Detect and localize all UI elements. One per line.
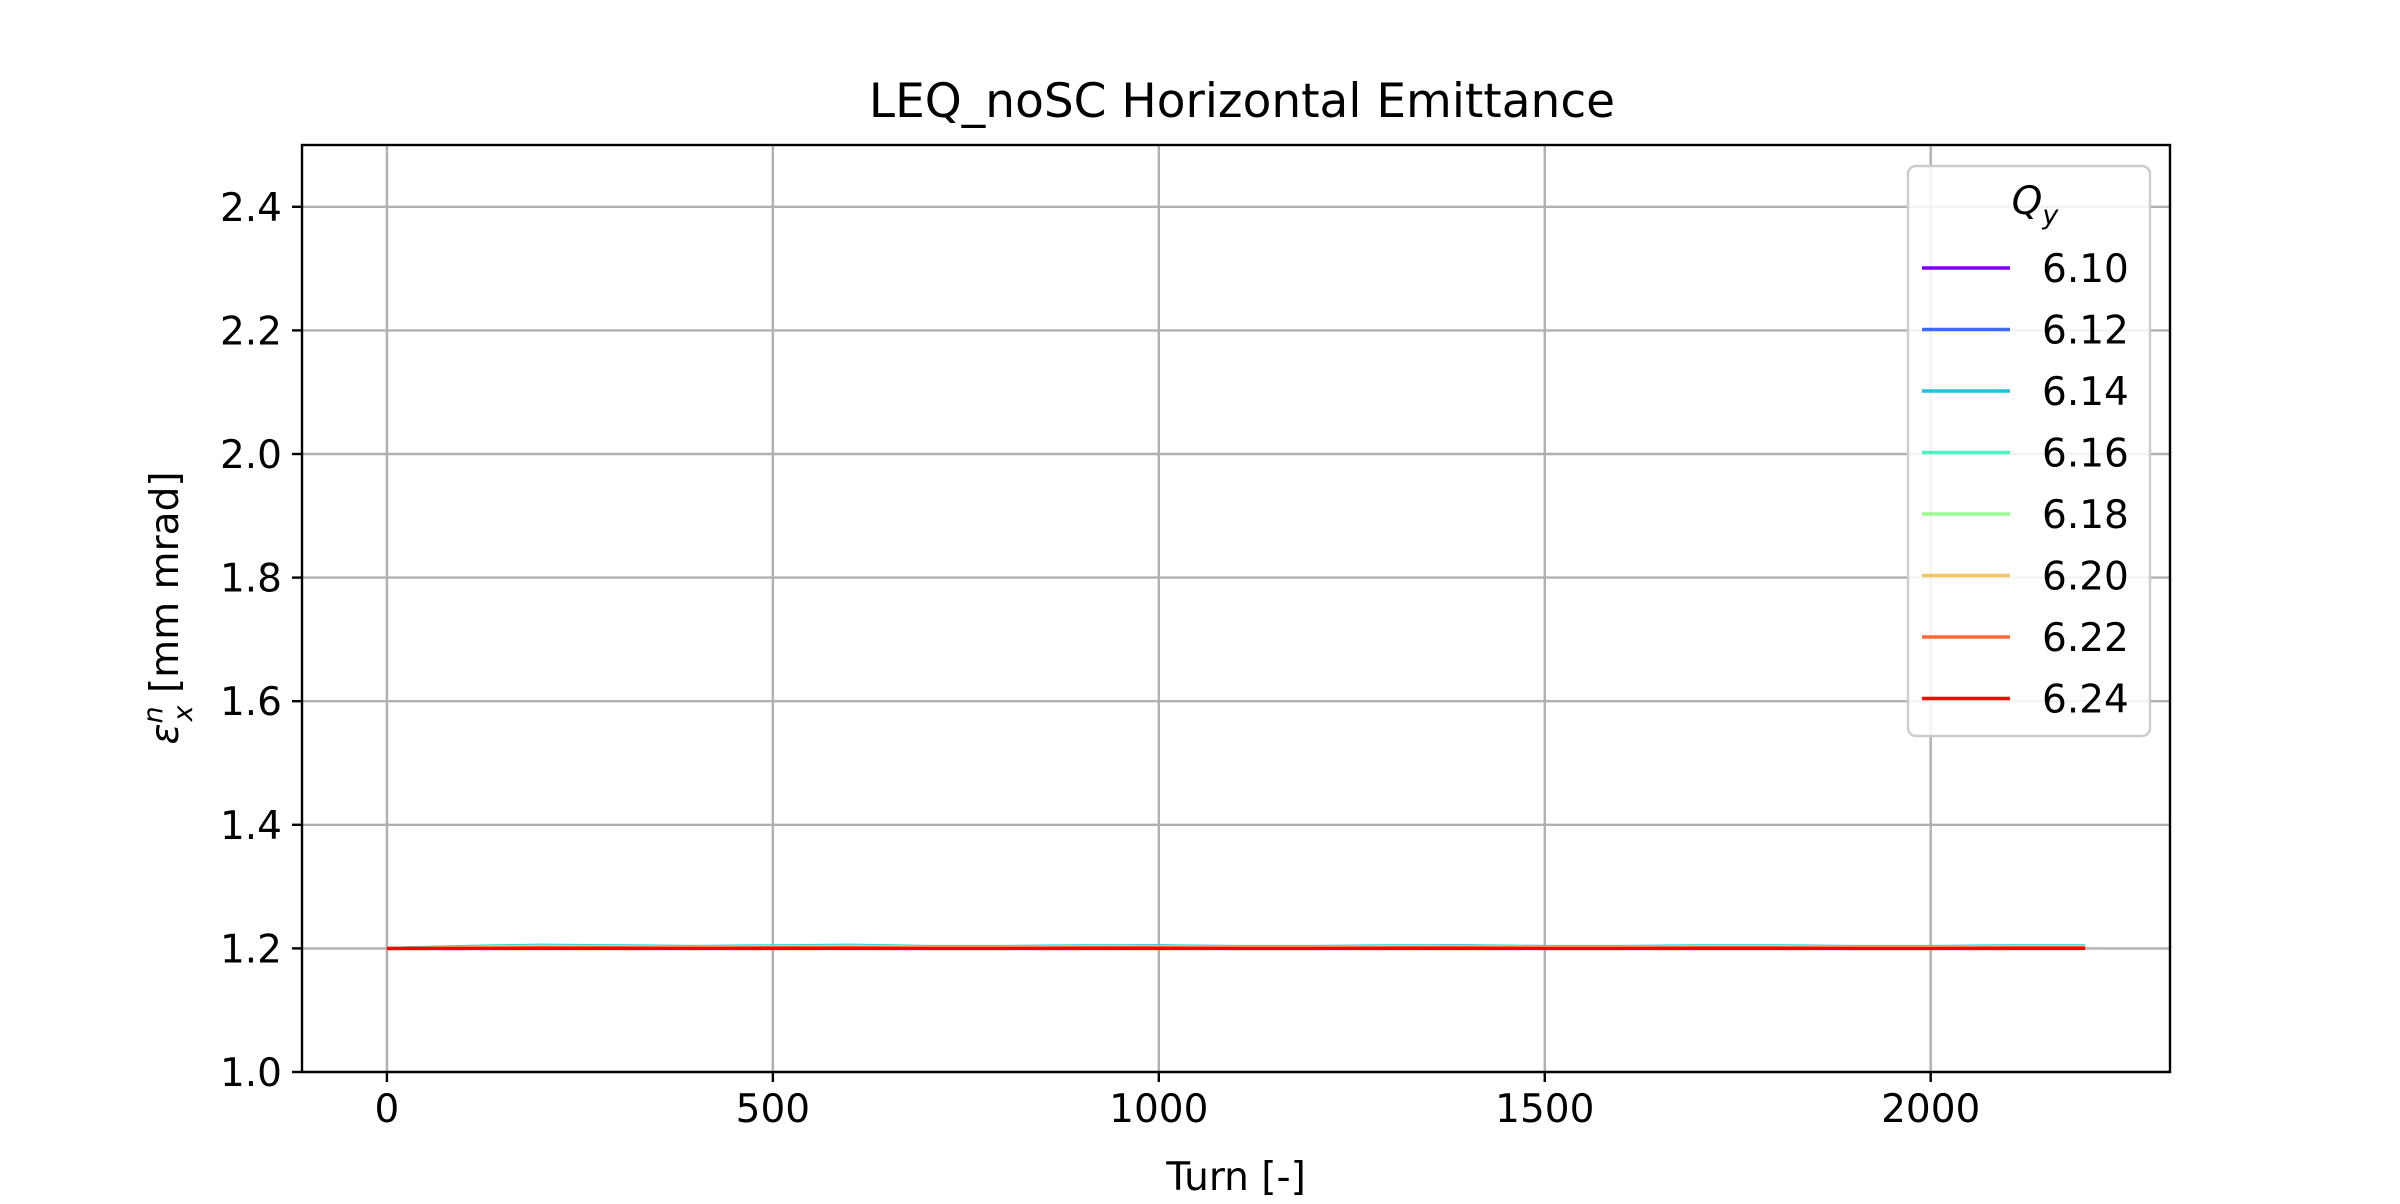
legend-label-6.12: 6.12 bbox=[2042, 309, 2129, 354]
legend-box bbox=[1906, 164, 2152, 738]
legend-title: Qy bbox=[2012, 179, 2060, 231]
x-tick-label: 2000 bbox=[1881, 1087, 1980, 1132]
x-tick-label: 1000 bbox=[1109, 1087, 1208, 1132]
legend-label-6.10: 6.10 bbox=[2042, 247, 2129, 292]
grid-lines bbox=[302, 145, 2170, 1074]
axes: 0 500 1000 1500 2000 1.0 1.2 1.4 1.6 1.8 2.0 2.2 2.4… bbox=[138, 143, 2172, 1200]
legend-label-6.18: 6.18 bbox=[2042, 493, 2129, 538]
legend-label-6.14: 6.14 bbox=[2042, 370, 2129, 415]
y-tick-label: 1.0 bbox=[220, 1051, 282, 1096]
chart-title: LEQ_noSC Horizontal Emittance bbox=[869, 74, 1615, 129]
y-tick-label: 2.2 bbox=[220, 309, 282, 354]
y-tick-label: 1.2 bbox=[220, 927, 282, 972]
x-axis-label: Turn [-] bbox=[1165, 1155, 1306, 1200]
y-tick-label: 2.0 bbox=[220, 433, 282, 478]
legend-label-6.22: 6.22 bbox=[2042, 616, 2129, 661]
y-tick-label: 1.8 bbox=[220, 557, 282, 602]
plot-frame bbox=[300, 143, 2172, 1074]
x-tick-label: 0 bbox=[374, 1087, 399, 1132]
y-tick-label: 2.4 bbox=[220, 186, 282, 231]
legend-label-6.16: 6.16 bbox=[2042, 432, 2129, 477]
x-tick-label: 1500 bbox=[1495, 1087, 1594, 1132]
legend-label-6.24: 6.24 bbox=[2042, 678, 2129, 723]
y-axis-label: εnx [mm mrad] bbox=[138, 471, 199, 744]
y-tick-label: 1.6 bbox=[220, 680, 282, 725]
legend-label-6.20: 6.20 bbox=[2042, 555, 2129, 600]
legend: Qy 6.10 6.12 6.14 6.16 6.18 6.20 6.22 6.24 bbox=[1906, 164, 2152, 738]
series-lines bbox=[386, 943, 2086, 951]
x-tick-label: 500 bbox=[736, 1087, 810, 1132]
y-tick-label: 1.4 bbox=[220, 804, 282, 849]
